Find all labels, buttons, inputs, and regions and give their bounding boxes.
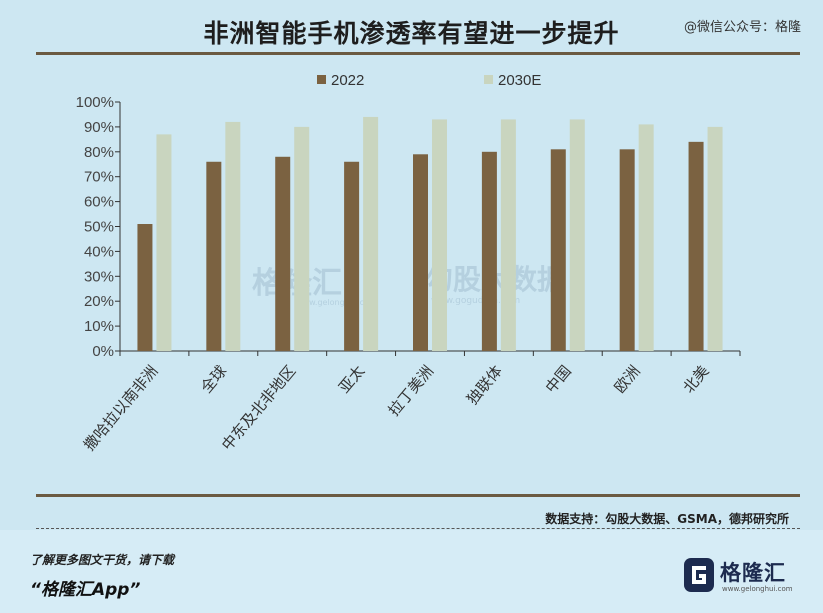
bar-2030E-7 <box>638 124 654 351</box>
title-divider <box>36 52 800 55</box>
x-tick-label: 亚太 <box>335 362 368 397</box>
x-tick-label: 中国 <box>542 362 575 397</box>
x-tick-label: 北美 <box>680 362 713 397</box>
app-name-prompt[interactable]: “格隆汇App” <box>30 580 141 600</box>
legend-swatch-2022 <box>317 75 326 84</box>
download-prompt: 了解更多图文干货，请下载 <box>30 553 175 567</box>
x-tick-label: 撒哈拉以南非洲 <box>80 362 161 454</box>
y-tick-label: 10% <box>84 318 114 335</box>
bar-2022-1 <box>206 161 222 351</box>
gelonghui-logo[interactable]: 格隆汇 www.gelonghui.com <box>682 554 793 598</box>
y-tick-label: 0% <box>92 343 114 360</box>
y-tick-label: 70% <box>84 169 114 186</box>
bar-2022-4 <box>413 154 428 351</box>
y-tick-label: 100% <box>76 94 114 111</box>
y-tick-label: 50% <box>84 219 114 236</box>
bar-2030E-2 <box>294 126 310 352</box>
watermark-gogudata-sub: www.gogudata.com <box>431 296 521 306</box>
y-tick-label: 30% <box>84 268 114 285</box>
bar-2022-8 <box>688 141 704 351</box>
x-tick-label: 拉丁美洲 <box>385 362 437 420</box>
bar-chart: 2022 2030E 0% 10% 20% 30% 40% 50% 60% 70% 80% 90% 10… <box>76 72 741 454</box>
bar-2022-3 <box>344 161 360 351</box>
bar-2022-5 <box>481 151 497 351</box>
y-tick-label: 20% <box>84 293 114 310</box>
chart-bottom-divider <box>36 494 800 497</box>
bar-2030E-4 <box>432 119 447 352</box>
y-tick-label: 40% <box>84 243 114 260</box>
logo-text: 格隆汇 <box>720 561 786 585</box>
legend-label-2022: 2022 <box>331 72 364 89</box>
page-title: 非洲智能手机渗透率有望进一步提升 <box>203 19 620 48</box>
y-tick-label: 60% <box>84 194 114 211</box>
wechat-credit: @微信公众号：格隆 <box>683 20 801 35</box>
bar-2022-0 <box>137 224 153 351</box>
y-tick-label: 90% <box>84 119 114 136</box>
x-tick-label: 全球 <box>197 362 230 397</box>
bar-2030E-0 <box>156 134 172 351</box>
x-tick-label: 独联体 <box>463 362 506 408</box>
bar-2022-7 <box>619 149 635 351</box>
x-tick-label: 欧洲 <box>611 362 644 397</box>
bar-2022-6 <box>550 149 566 351</box>
dashed-divider <box>36 528 800 529</box>
bar-2022-2 <box>275 156 291 351</box>
bar-2030E-6 <box>569 119 585 352</box>
x-tick-label: 中东及北非地区 <box>218 362 299 454</box>
bar-2030E-8 <box>707 126 723 352</box>
g-logo-icon <box>684 558 714 592</box>
watermark-gelonghui-sub: www.gelonghui.com <box>296 298 377 307</box>
source-note: 数据支持：勾股大数据、GSMA，德邦研究所 <box>545 512 789 526</box>
bar-2030E-1 <box>225 121 241 351</box>
logo-url: www.gelonghui.com <box>722 585 793 593</box>
chart-panel <box>0 0 823 530</box>
legend-label-2030E: 2030E <box>498 72 541 89</box>
y-tick-label: 80% <box>84 144 114 161</box>
bar-2030E-3 <box>363 116 379 351</box>
legend-swatch-2030E <box>484 75 493 84</box>
bar-2030E-5 <box>500 119 516 352</box>
